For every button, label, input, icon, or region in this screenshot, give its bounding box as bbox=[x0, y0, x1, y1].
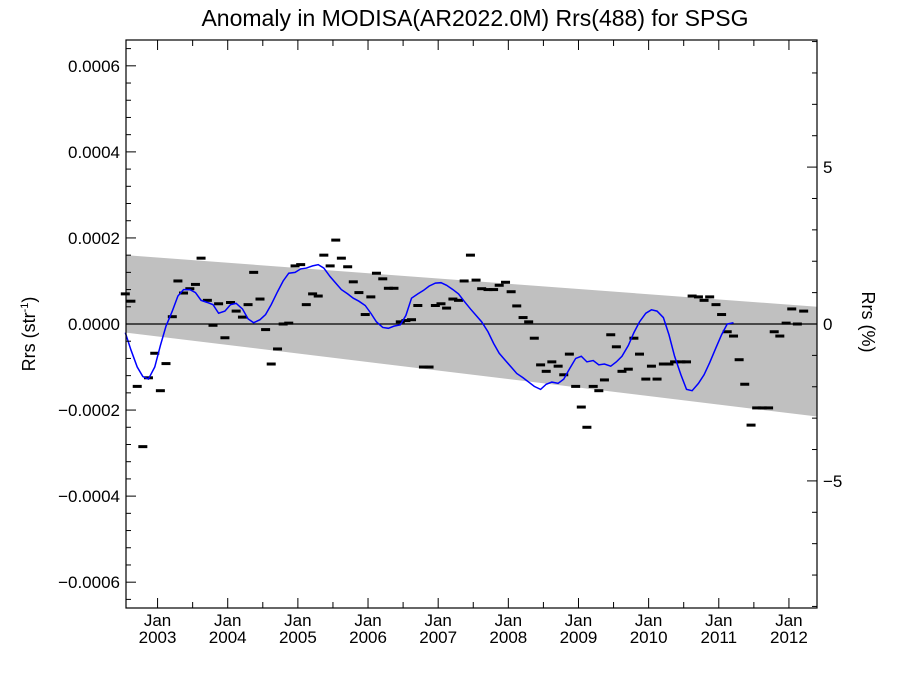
x-tick-year: 2010 bbox=[630, 628, 668, 647]
left-axis-label: Rrs (str-1) bbox=[19, 297, 39, 372]
left-tick-label: −0.0002 bbox=[58, 401, 120, 420]
right-tick-label: 5 bbox=[823, 158, 832, 177]
x-tick-year: 2004 bbox=[209, 628, 247, 647]
x-axis: Jan2003Jan2004Jan2005Jan2006Jan2007Jan20… bbox=[139, 40, 808, 647]
x-tick-month: Jan bbox=[705, 611, 732, 630]
right-y-axis: 5 0 −5 bbox=[807, 41, 842, 607]
x-tick-month: Jan bbox=[284, 611, 311, 630]
plot-area bbox=[120, 39, 818, 609]
left-tick-label: 0.0004 bbox=[68, 143, 120, 162]
left-tick-label: 0.0006 bbox=[68, 57, 120, 76]
x-tick-year: 2007 bbox=[419, 628, 457, 647]
confidence-band bbox=[126, 255, 817, 417]
x-tick-month: Jan bbox=[495, 611, 522, 630]
x-tick-year: 2011 bbox=[701, 628, 738, 647]
left-tick-label: 0.0002 bbox=[68, 229, 120, 248]
x-tick-month: Jan bbox=[354, 611, 381, 630]
x-tick-month: Jan bbox=[635, 611, 662, 630]
right-tick-label: −5 bbox=[823, 472, 842, 491]
x-tick-month: Jan bbox=[565, 611, 592, 630]
x-tick-year: 2006 bbox=[349, 628, 387, 647]
x-tick-year: 2003 bbox=[139, 628, 177, 647]
left-tick-label: −0.0006 bbox=[58, 573, 120, 592]
x-tick-month: Jan bbox=[424, 611, 451, 630]
right-axis-label: Rrs (%) bbox=[858, 292, 878, 353]
x-tick-year: 2012 bbox=[770, 628, 808, 647]
x-tick-year: 2008 bbox=[489, 628, 527, 647]
x-tick-month: Jan bbox=[775, 611, 802, 630]
left-y-axis: 0.0006 0.0004 0.0002 0.0000 −0.0002 −0.0004 −0… bbox=[58, 48, 136, 600]
x-tick-year: 2009 bbox=[560, 628, 598, 647]
x-tick-month: Jan bbox=[144, 611, 171, 630]
left-tick-label: −0.0004 bbox=[58, 487, 120, 506]
x-tick-month: Jan bbox=[214, 611, 241, 630]
left-tick-label: 0.0000 bbox=[68, 315, 120, 334]
chart-title: Anomaly in MODISA(AR2022.0M) Rrs(488) fo… bbox=[201, 5, 748, 31]
right-tick-label: 0 bbox=[823, 315, 832, 334]
x-tick-year: 2005 bbox=[279, 628, 317, 647]
smoothed-anomaly-line bbox=[124, 263, 734, 392]
